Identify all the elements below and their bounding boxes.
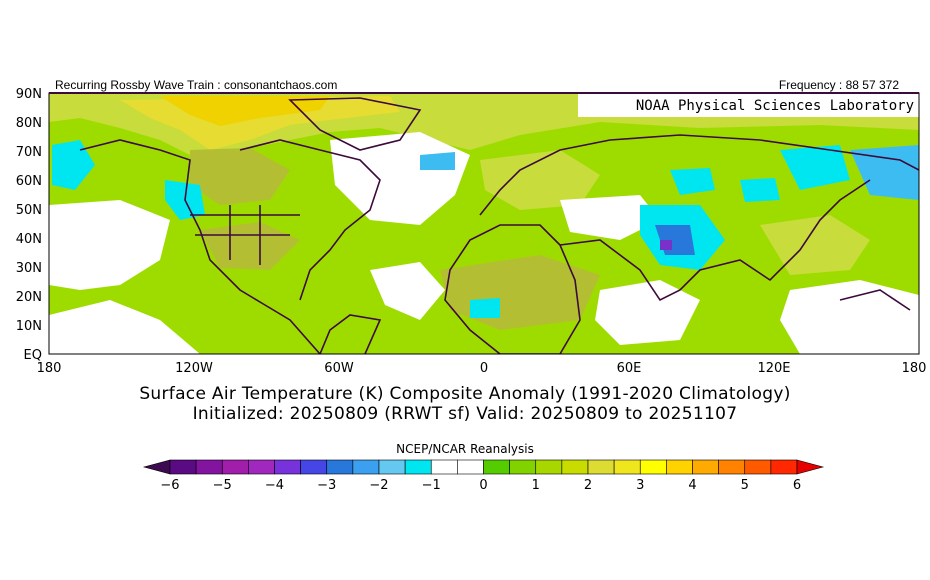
lat-label-90n: 90N [16, 87, 42, 102]
colorbar-cell [587, 459, 615, 475]
coast-africa [444, 224, 581, 354]
colorbar-title: NCEP/NCAR Reanalysis [396, 442, 534, 456]
neutral-west-asia [560, 195, 660, 240]
central-canada-warm [190, 148, 290, 205]
cool-west-africa [470, 298, 500, 318]
colorbar-cell [326, 459, 354, 475]
header-right-text: Frequency : 88 57 372 [778, 78, 899, 92]
lat-label-30n: 30N [16, 261, 42, 276]
colorbar-tick-label: −6 [160, 478, 179, 493]
east-asia-warm [760, 215, 870, 275]
colorbar-cell [300, 459, 328, 475]
colorbar-cell [221, 459, 249, 475]
colorbar-tick-label: 3 [636, 478, 644, 493]
colorbar-tick-label: 4 [688, 478, 696, 493]
lon-label-120w: 120W [175, 361, 213, 376]
colorbar-tick-label: −1 [422, 478, 441, 493]
colorbar-right-arrow [796, 459, 825, 475]
colorbar-cell [692, 459, 719, 475]
neutral-tropical-pacific [49, 300, 200, 354]
colorbar-tick-label: −2 [369, 478, 388, 493]
cool-siberia-a [670, 168, 715, 195]
colorbar-tick-label: 0 [479, 478, 487, 493]
colorbar-tick-label: 6 [793, 478, 801, 493]
colorbar-cell [666, 459, 693, 475]
coast-greenland [288, 97, 422, 151]
colorbar-cell [509, 459, 537, 475]
us-south-warm [200, 222, 300, 270]
lat-label-70n: 70N [16, 145, 42, 160]
cool-iceland [420, 152, 455, 170]
neutral-tropical-atlantic [370, 262, 445, 320]
lon-label-120e: 120E [757, 361, 790, 376]
colorbar-cells [142, 459, 825, 475]
colorbar-tick-label: 1 [532, 478, 540, 493]
cool-kamchatka [850, 145, 919, 200]
caption-line-2: Initialized: 20250809 (RRWT sf) Valid: 2… [192, 404, 738, 424]
colorbar-tick-label: −4 [265, 478, 284, 493]
us-state-borders [190, 205, 300, 265]
colorbar-tick-label: 5 [741, 478, 749, 493]
colorbar-cell [535, 459, 563, 475]
neutral-north-pacific [49, 200, 170, 290]
cool-east-siberia [780, 145, 850, 190]
lon-label-60w: 60W [324, 361, 354, 376]
colorbar-cell [352, 459, 380, 475]
coast-eurasia-north [479, 134, 919, 216]
colorbar-cell [613, 459, 641, 475]
colorbar-cell [378, 459, 406, 475]
coastlines [79, 97, 919, 354]
lon-label-60e: 60E [617, 361, 642, 376]
colorbar-cell [430, 459, 458, 475]
coast-north-america-east [239, 139, 381, 301]
colorbar-tick-label: 2 [584, 478, 592, 493]
coast-americas-west [79, 139, 321, 354]
colorbar-left-arrow [142, 459, 171, 475]
cool-siberia-b [740, 178, 780, 202]
lat-label-eq: EQ [24, 348, 42, 363]
colorbar-cell [195, 459, 223, 475]
europe-warm [480, 150, 600, 210]
colorbar-cell [718, 459, 746, 475]
cool-bering [52, 140, 95, 190]
cool-tibet-center [660, 240, 672, 250]
coast-asia-south [559, 179, 871, 302]
lat-label-40n: 40N [16, 232, 42, 247]
canada-hot-core [160, 96, 330, 126]
lat-label-10n: 10N [16, 319, 42, 334]
colorbar-cell [561, 459, 589, 475]
colorbar-cell [169, 459, 197, 475]
colorbar-cell [248, 459, 275, 475]
lat-label-50n: 50N [16, 203, 42, 218]
colorbar-cell [639, 459, 667, 475]
colorbar-cell [404, 459, 432, 475]
lon-label-0: 0 [480, 361, 488, 376]
coast-south-america [319, 314, 382, 354]
coast-islands [839, 289, 911, 311]
watermark-text: NOAA Physical Sciences Laboratory [636, 98, 914, 114]
longitude-labels: 180 120W 60W 0 60E 120E 180 [37, 361, 927, 376]
neutral-indian-ocean [595, 280, 700, 345]
colorbar-tick-label: −3 [317, 478, 336, 493]
lat-label-80n: 80N [16, 116, 42, 131]
map-field [49, 93, 919, 354]
lat-label-20n: 20N [16, 290, 42, 305]
latitude-labels: 90N 80N 70N 60N 50N 40N 30N 20N 10N EQ [16, 87, 42, 363]
watermark-box [578, 94, 919, 117]
lon-label-180w: 180 [37, 361, 62, 376]
lon-label-180e: 180 [902, 361, 927, 376]
colorbar-cell [483, 459, 510, 475]
neutral-west-pacific [780, 280, 919, 354]
caption-line-1: Surface Air Temperature (K) Composite An… [139, 384, 791, 404]
colorbar-cell [274, 459, 301, 475]
colorbar-tick-label: −5 [213, 478, 232, 493]
header-left-text: Recurring Rossby Wave Train : consonantc… [55, 78, 338, 92]
colorbar-tick-labels: −6 −5 −4 −3 −2 −1 0 1 2 3 4 5 6 [160, 478, 801, 493]
colorbar-cell [744, 459, 772, 475]
colorbar-cell [770, 459, 798, 475]
lat-label-60n: 60N [16, 174, 42, 189]
colorbar-cell [457, 459, 484, 475]
